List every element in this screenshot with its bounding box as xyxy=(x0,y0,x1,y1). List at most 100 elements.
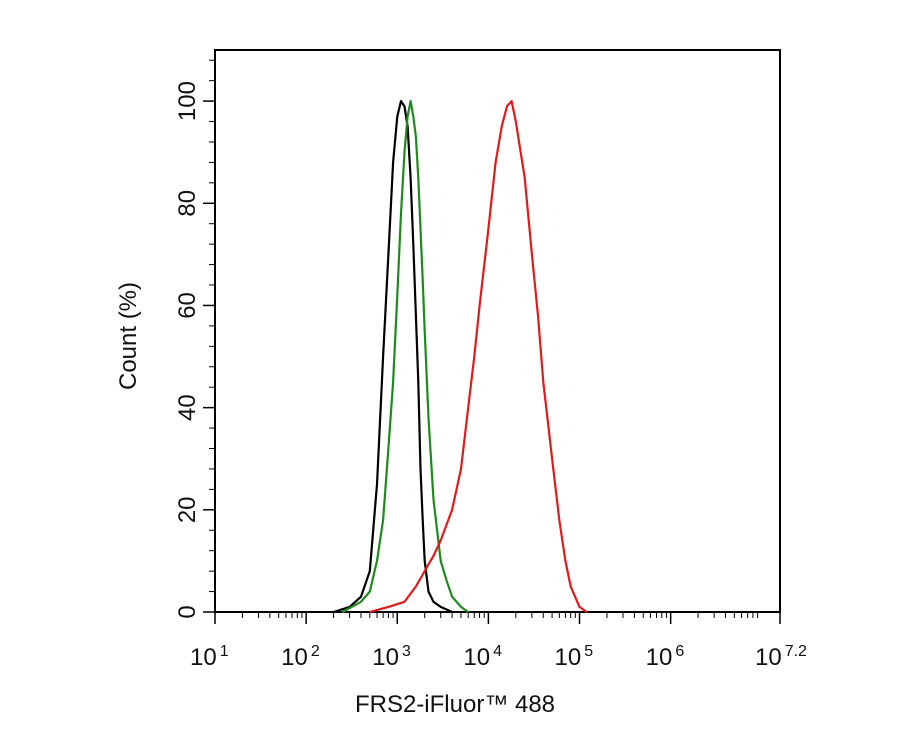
histogram-point xyxy=(500,125,503,128)
histogram-point xyxy=(427,590,430,593)
x-tick-label: 10 3 xyxy=(372,643,411,671)
histogram-point xyxy=(415,314,417,317)
histogram-point xyxy=(451,509,453,511)
x-tick-exponent: 5 xyxy=(584,643,593,660)
histogram-point xyxy=(369,590,371,593)
histogram-line xyxy=(333,99,453,614)
histogram-point xyxy=(558,519,561,521)
x-tick-base: 10 xyxy=(755,644,782,671)
x-tick-base: 10 xyxy=(372,644,399,671)
histogram-point xyxy=(564,560,567,562)
histogram-point xyxy=(494,161,497,164)
x-tick-exponent: 1 xyxy=(220,643,229,660)
histogram-point xyxy=(396,294,399,297)
histogram-series xyxy=(332,99,588,614)
histogram-point xyxy=(432,498,435,501)
histogram-point xyxy=(578,606,581,608)
x-tick-exponent: 7.2 xyxy=(785,643,807,660)
histogram-point xyxy=(423,330,426,332)
histogram-point xyxy=(460,468,462,470)
histogram-point xyxy=(531,253,533,256)
histogram-point xyxy=(415,585,417,588)
histogram-point xyxy=(451,611,453,613)
histogram-point xyxy=(392,161,394,164)
histogram-line xyxy=(369,99,588,614)
histogram-point xyxy=(392,381,394,383)
histogram-point xyxy=(515,120,517,123)
x-tick-base: 10 xyxy=(190,644,217,671)
histogram-point xyxy=(403,105,406,107)
histogram-point xyxy=(360,595,362,598)
x-tick-label: 10 6 xyxy=(646,643,685,671)
histogram-point xyxy=(403,600,406,603)
histogram-point xyxy=(473,355,476,358)
histogram-point xyxy=(478,304,481,307)
histogram-point xyxy=(551,457,553,460)
histogram-point xyxy=(446,580,448,583)
plot-frame xyxy=(214,49,781,613)
x-tick-label: 10 7.2 xyxy=(755,643,807,671)
x-tick-base: 10 xyxy=(281,644,308,671)
x-tick-label: 10 2 xyxy=(281,643,320,671)
x-tick-exponent: 2 xyxy=(311,643,320,660)
x-tick-base: 10 xyxy=(463,644,490,671)
histogram-point xyxy=(412,115,415,118)
histogram-point xyxy=(439,539,442,542)
histogram-point xyxy=(467,611,469,613)
histogram-point xyxy=(382,519,384,521)
histogram-point xyxy=(419,228,422,230)
histogram-point xyxy=(439,606,442,608)
histogram-point xyxy=(523,176,526,179)
histogram-point xyxy=(387,253,390,256)
histogram-point xyxy=(400,212,402,215)
histogram-point xyxy=(451,595,453,598)
histogram-point xyxy=(432,600,435,603)
histogram-point xyxy=(537,314,539,317)
histogram-point xyxy=(409,176,412,179)
histogram-series-group xyxy=(369,99,588,614)
y-tick-label: 100 xyxy=(174,81,201,121)
histogram-point xyxy=(387,606,390,608)
y-tick-label: 80 xyxy=(174,190,201,217)
histogram-point xyxy=(369,611,371,613)
histogram-point xyxy=(396,115,399,118)
x-tick-label: 10 4 xyxy=(463,643,502,671)
histogram-point xyxy=(487,228,490,230)
histogram-point xyxy=(585,611,588,613)
histogram-series-group xyxy=(341,99,469,613)
histogram-point xyxy=(421,279,424,281)
histogram-point xyxy=(419,468,422,470)
histogram-point xyxy=(360,600,362,603)
histogram-point xyxy=(432,555,435,557)
histogram-point xyxy=(400,100,402,102)
histogram-point xyxy=(406,115,409,118)
x-tick-exponent: 6 xyxy=(675,643,684,660)
x-axis-title: FRS2-iFluor™ 488 xyxy=(355,691,555,718)
histogram-point xyxy=(421,519,424,521)
histogram-line xyxy=(341,99,469,613)
histogram-point xyxy=(439,560,442,562)
x-axis-ticks: 10 1 10 2 10 3 10 4 10 5 10 6 10 7.2 xyxy=(190,612,807,671)
y-tick-label: 20 xyxy=(174,496,201,523)
histogram-point xyxy=(423,570,426,572)
histogram-point xyxy=(417,381,420,383)
histogram-point xyxy=(569,585,572,588)
histogram-point xyxy=(415,136,417,138)
x-tick-label: 10 1 xyxy=(190,643,229,671)
x-tick-base: 10 xyxy=(555,644,582,671)
histogram-series-group xyxy=(332,99,453,614)
y-tick-label: 60 xyxy=(174,292,201,319)
x-tick-base: 10 xyxy=(646,644,673,671)
histogram-point xyxy=(332,611,335,613)
histogram-point xyxy=(542,381,545,383)
histogram-point xyxy=(417,176,420,179)
x-minor-ticks xyxy=(241,612,759,618)
histogram-point xyxy=(376,560,378,562)
x-tick-exponent: 3 xyxy=(402,643,411,660)
x-tick-label: 10 5 xyxy=(555,643,594,671)
histogram-point xyxy=(506,105,508,107)
y-tick-label: 40 xyxy=(174,394,201,421)
histogram-point xyxy=(467,406,469,409)
y-axis-ticks: 0 20 40 60 80 100 xyxy=(174,81,215,619)
